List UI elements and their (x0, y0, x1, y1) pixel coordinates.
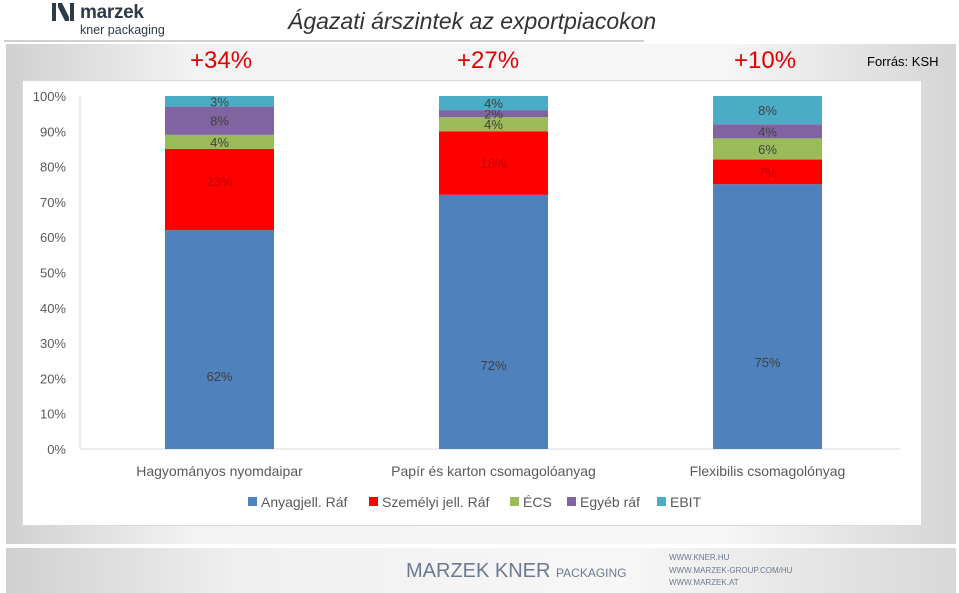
bar-segment (713, 138, 822, 160)
footer-link-marzek-group[interactable]: WWW.MARZEK-GROUP.COM/HU (669, 565, 793, 575)
data-label: 4% (484, 117, 503, 132)
bar-segment (165, 106, 274, 135)
legend-swatch (248, 497, 257, 506)
y-tick-label: 0% (47, 442, 66, 457)
legend-swatch (369, 497, 378, 506)
title-divider (4, 40, 644, 42)
source-label: Forrás: KSH (867, 54, 939, 69)
y-tick-label: 60% (40, 230, 66, 245)
data-label: 4% (484, 96, 503, 111)
bar-segment (165, 148, 274, 231)
data-label: 2% (484, 107, 503, 122)
legend-entry: EBIT (670, 494, 702, 510)
legend-swatch (567, 497, 576, 506)
data-label: 4% (210, 135, 229, 150)
y-tick-label: 90% (40, 124, 66, 139)
data-label: 6% (758, 142, 777, 157)
bar-segment (439, 96, 548, 111)
growth-label-2: +27% (457, 47, 520, 74)
footer-brand: MARZEK KNER PACKAGING (406, 560, 627, 583)
footer-brand-main: MARZEK KNER (406, 560, 551, 582)
x-category-label: Flexibilis csomagolónyag (690, 463, 846, 479)
footer-link-kner[interactable]: WWW.KNER.HU (669, 553, 730, 562)
data-label: 23% (206, 174, 232, 189)
footer-bar: MARZEK KNER PACKAGING WWW.KNER.HU WWW.MA… (6, 548, 956, 593)
data-label: 4% (758, 124, 777, 139)
legend-swatch (510, 497, 519, 506)
footer-link-marzek-at[interactable]: WWW.MARZEK.AT (669, 578, 739, 587)
bar-segment (439, 131, 548, 195)
growth-label-3: +10% (734, 47, 797, 74)
bar-segment (165, 96, 274, 107)
x-category-label: Hagyományos nyomdaipar (136, 463, 303, 479)
bar-segment (713, 96, 822, 125)
y-tick-label: 100% (33, 89, 67, 104)
data-label: 7% (758, 165, 777, 180)
legend-entry: ÉCS (523, 494, 552, 510)
y-tick-label: 20% (40, 371, 66, 386)
data-label: 8% (210, 114, 229, 129)
legend-swatch (657, 497, 666, 506)
y-tick-label: 50% (40, 266, 66, 281)
y-tick-label: 40% (40, 301, 66, 316)
bar-segment (713, 184, 822, 449)
y-tick-label: 30% (40, 336, 66, 351)
growth-label-1: +34% (190, 47, 253, 74)
y-tick-label: 10% (40, 407, 66, 422)
bar-segment (165, 134, 274, 149)
bar-segment (713, 159, 822, 185)
data-label: 75% (754, 355, 780, 370)
footer-links: WWW.KNER.HU WWW.MARZEK-GROUP.COM/HU WWW.… (669, 552, 792, 590)
legend-entry: Személyi jell. Ráf (382, 494, 489, 510)
data-label: 72% (480, 358, 506, 373)
footer-brand-small: PACKAGING (556, 566, 627, 580)
bar-segment (713, 124, 822, 139)
y-tick-label: 80% (40, 160, 66, 175)
logo-name: marzek (80, 2, 144, 23)
y-tick-label: 70% (40, 195, 66, 210)
data-label: 3% (210, 94, 229, 109)
data-label: 8% (758, 103, 777, 118)
page-title: Ágazati árszintek az exportpiacokon (288, 8, 657, 34)
data-label: 18% (480, 156, 506, 171)
bar-segment (439, 194, 548, 449)
x-category-label: Papír és karton csomagolóanyag (391, 463, 596, 479)
logo-subtitle: kner packaging (80, 23, 165, 37)
bar-segment (165, 230, 274, 449)
legend-entry: Anyagjell. Ráf (261, 494, 347, 510)
legend-entry: Egyéb ráf (580, 494, 640, 510)
marzek-logo-icon (52, 3, 74, 21)
company-logo: marzek kner packaging (52, 2, 182, 38)
data-label: 62% (206, 369, 232, 384)
bar-segment (439, 110, 548, 118)
bar-segment (439, 117, 548, 132)
